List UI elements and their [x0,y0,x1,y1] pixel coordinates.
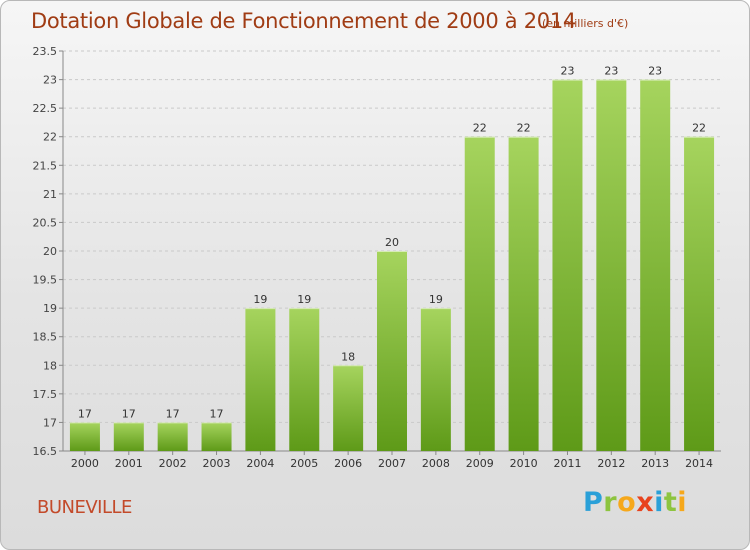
x-tick-label: 2004 [246,457,274,470]
x-tick-label: 2006 [334,457,362,470]
y-tick-label: 20 [43,245,57,258]
data-label: 19 [297,293,311,306]
y-tick-label: 17 [43,416,57,429]
proxiti-logo[interactable]: Proxiti [583,487,687,518]
x-tick-label: 2013 [641,457,669,470]
x-tick-label: 2010 [510,457,538,470]
chart-title: Dotation Globale de Fonctionnement de 20… [31,9,576,33]
bar [552,79,583,452]
data-label: 19 [429,293,443,306]
data-label: 23 [560,65,574,78]
y-tick-label: 22.5 [33,102,58,115]
y-tick-label: 21.5 [33,159,58,172]
x-tick-label: 2000 [71,457,99,470]
data-label: 22 [517,122,531,135]
bar [113,422,144,451]
logo-letter: P [583,487,604,518]
logo-letter: i [654,487,664,518]
logo-letter: x [636,487,655,518]
data-label: 18 [341,350,355,363]
bar [377,251,407,451]
logo-letter: o [617,487,637,518]
x-tick-label: 2002 [159,457,187,470]
data-label: 22 [692,122,706,135]
bar [69,422,100,451]
logo-letter: r [603,487,618,518]
y-tick-label: 18.5 [33,331,58,344]
bars [69,79,715,452]
y-tick-label: 17.5 [33,388,58,401]
y-tick-label: 19.5 [33,274,58,287]
y-tick-label: 19 [43,302,57,315]
commune-name: BUNEVILLE [37,497,132,518]
data-label: 23 [648,65,662,78]
data-label: 23 [604,65,618,78]
data-label: 20 [385,236,399,249]
y-tick-label: 23.5 [33,45,58,58]
value-labels: 17 17 17 17 19 19 18 20 19 22 22 23 23 23 22 [78,65,706,421]
data-label: 19 [253,293,267,306]
y-tick-label: 16.5 [33,445,58,458]
data-label: 17 [166,407,180,420]
bar [201,422,232,451]
bar [640,79,671,452]
x-tick-label: 2003 [203,457,231,470]
y-tick-label: 20.5 [33,216,58,229]
x-tick-label: 2014 [685,457,713,470]
x-tick-label: 2009 [466,457,494,470]
logo-letter: t [663,487,678,518]
bar [508,136,539,451]
x-tick-label: 2001 [115,457,143,470]
bar [596,79,627,452]
x-tick-label: 2005 [290,457,318,470]
data-label: 17 [122,407,136,420]
unit-label: (en milliers d'€) [542,17,629,30]
y-tick-label: 18 [43,359,57,372]
bar [420,308,451,451]
x-tick-label: 2008 [422,457,450,470]
bar [157,422,188,451]
x-tick-label: 2012 [597,457,625,470]
data-label: 17 [210,407,224,420]
data-label: 17 [78,407,92,420]
bar [289,308,320,451]
x-tick-label: 2007 [378,457,406,470]
x-tick-label: 2011 [553,457,581,470]
y-tick-label: 21 [43,188,57,201]
bar [464,136,495,451]
y-tick-label: 23 [43,74,57,87]
y-tick-label: 22 [43,131,57,144]
bar [245,308,276,451]
data-label: 22 [473,122,487,135]
bar [684,136,715,451]
bar [333,365,364,451]
logo-letter: i [677,487,688,518]
